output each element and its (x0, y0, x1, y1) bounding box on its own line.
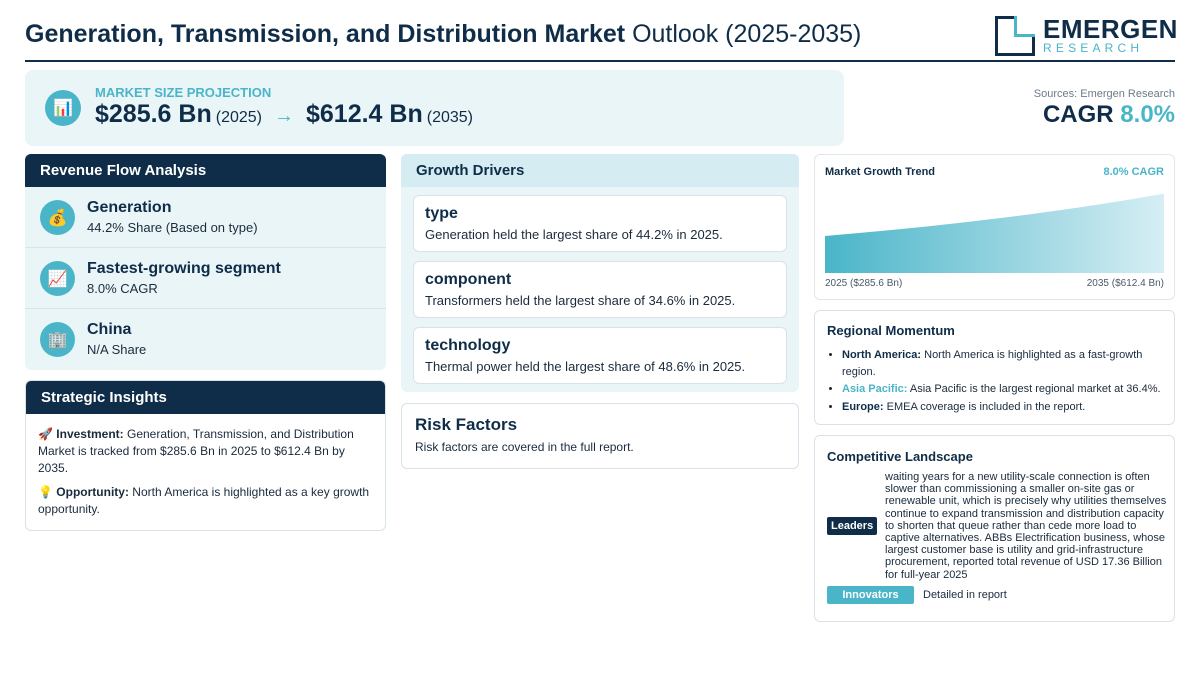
projection-values: $285.6 Bn (2025) → $612.4 Bn (2035) (95, 100, 473, 129)
leaders-badge: Leaders (827, 517, 878, 535)
driver-text: Generation held the largest share of 44.… (425, 227, 723, 242)
bar-chart-icon: 📊 (45, 90, 81, 126)
risk-factors-panel: Risk Factors Risk factors are covered in… (401, 403, 799, 469)
revenue-flow-title: Revenue Flow Analysis (25, 154, 386, 187)
revenue-item: 🏢 China N/A Share (25, 309, 386, 370)
revenue-flow-panel: Revenue Flow Analysis 💰 Generation 44.2%… (25, 154, 386, 370)
growth-drivers-panel: Growth Drivers type Generation held the … (401, 154, 799, 392)
opportunity-insight: 💡 Opportunity: North America is highligh… (38, 484, 373, 518)
regional-momentum-title: Regional Momentum (827, 323, 955, 338)
driver-card: component Transformers held the largest … (413, 261, 787, 318)
end-year: (2035) (426, 109, 473, 126)
sources-text: Sources: Emergen Research (1033, 88, 1175, 100)
competitive-landscape-panel: Competitive Landscape Leaders waiting ye… (814, 435, 1175, 622)
investment-text: Generation, Transmission, and Distributi… (38, 427, 354, 475)
region-name: Asia Pacific: (842, 383, 908, 395)
innovators-text: Detailed in report (923, 589, 1007, 601)
start-year: (2025) (215, 109, 262, 126)
list-item: North America: North America is highligh… (842, 347, 1167, 380)
driver-card: technology Thermal power held the larges… (413, 327, 787, 384)
competitive-landscape-title: Competitive Landscape (827, 449, 973, 464)
revenue-item: 💰 Generation 44.2% Share (Based on type) (25, 187, 386, 248)
cagr-headline: CAGR 8.0% (1043, 101, 1175, 129)
leaders-text: waiting years for a new utility-scale co… (885, 471, 1167, 581)
rocket-icon: 🚀 (38, 427, 53, 441)
region-name: Europe: (842, 400, 884, 413)
projection-label: MARKET SIZE PROJECTION (95, 85, 272, 100)
arrow-right-icon: → (274, 105, 294, 127)
driver-title: component (425, 271, 512, 288)
region-text: EMEA coverage is included in the report. (886, 400, 1086, 413)
logo-mark-icon (995, 16, 1035, 56)
page-title-bold: Generation, Transmission, and Distributi… (25, 20, 626, 48)
opportunity-label: Opportunity: (56, 485, 129, 499)
regional-list: North America: North America is highligh… (842, 347, 1167, 416)
market-size-projection: 📊 MARKET SIZE PROJECTION $285.6 Bn (2025)… (25, 70, 844, 146)
end-value: $612.4 Bn (306, 100, 423, 128)
driver-text: Thermal power held the largest share of … (425, 359, 746, 374)
revenue-item-title: Generation (87, 199, 172, 216)
trend-title: Market Growth Trend (825, 166, 936, 178)
list-item: Europe: EMEA coverage is included in the… (842, 399, 1167, 416)
logo-main-text: EMERGEN (1043, 14, 1178, 44)
region-text: North America is highlighted as a fast-g… (842, 349, 1143, 378)
chart-up-icon: 📈 (40, 261, 75, 296)
investment-label: Investment: (56, 427, 124, 441)
revenue-item-sub: 44.2% Share (Based on type) (87, 220, 258, 235)
page-title-rest: Outlook (2025-2035) (632, 20, 862, 48)
cagr-label: CAGR (1042, 101, 1114, 128)
risk-factors-title: Risk Factors (415, 415, 518, 434)
trend-area (825, 193, 1164, 273)
revenue-item-title: Fastest-growing segment (87, 260, 281, 277)
logo-sub-text: RESEARCH (1043, 41, 1144, 55)
page-title: Generation, Transmission, and Distributi… (25, 20, 861, 49)
trend-start-label: 2025 ($285.6 Bn) (825, 278, 903, 289)
region-text: Asia Pacific is the largest regional mar… (909, 383, 1161, 395)
revenue-item: 📈 Fastest-growing segment 8.0% CAGR (25, 248, 386, 309)
opportunity-text: North America is highlighted as a key gr… (38, 485, 370, 516)
page-header: Generation, Transmission, and Distributi… (25, 12, 1178, 62)
strategic-insights-panel: Strategic Insights 🚀 Investment: Generat… (25, 380, 386, 531)
trend-chart (825, 193, 1164, 273)
region-name: North America: (842, 349, 922, 361)
investment-insight: 🚀 Investment: Generation, Transmission, … (38, 426, 373, 477)
driver-card: type Generation held the largest share o… (413, 195, 787, 252)
revenue-item-sub: N/A Share (87, 342, 147, 357)
building-icon: 🏢 (40, 322, 75, 357)
trend-end-label: 2035 ($612.4 Bn) (1086, 278, 1164, 289)
strategic-insights-title: Strategic Insights (26, 381, 385, 414)
trend-cagr: 8.0% CAGR (1103, 166, 1164, 178)
cagr-value: 8.0% (1120, 101, 1175, 128)
growth-drivers-title: Growth Drivers (401, 154, 799, 187)
start-value: $285.6 Bn (95, 100, 212, 128)
regional-momentum-panel: Regional Momentum North America: North A… (814, 310, 1175, 425)
revenue-item-sub: 8.0% CAGR (87, 281, 158, 296)
driver-text: Transformers held the largest share of 3… (425, 293, 736, 308)
lightbulb-icon: 💡 (38, 485, 53, 499)
risk-factors-text: Risk factors are covered in the full rep… (415, 440, 634, 454)
driver-title: type (425, 205, 458, 222)
list-item: Asia Pacific: Asia Pacific is the larges… (842, 381, 1167, 398)
market-growth-trend-card: Market Growth Trend 8.0% CAGR 2025 ($285… (814, 154, 1175, 300)
driver-title: technology (425, 337, 511, 354)
innovators-badge: Innovators (827, 586, 914, 604)
revenue-item-title: China (87, 321, 132, 338)
emergen-logo: EMERGEN RESEARCH (995, 14, 1178, 56)
money-bag-icon: 💰 (40, 200, 75, 235)
